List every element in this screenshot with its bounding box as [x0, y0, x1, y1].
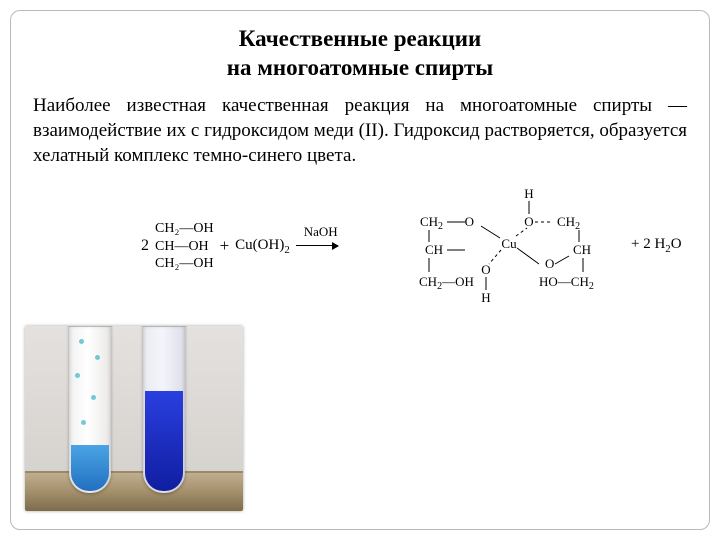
speck-icon [95, 355, 100, 360]
speck-icon [79, 339, 84, 344]
glycerol-line-2: CH—OH [155, 238, 209, 256]
glycerol-line-1: CH₂—OH [155, 220, 214, 238]
bottom-h: H [481, 290, 490, 305]
title-line-1: Качественные реакции [239, 26, 481, 51]
bottom-o: O [481, 262, 490, 277]
slide-frame: Качественные реакции на многоатомные спи… [10, 10, 710, 530]
right-o-mid: O [545, 256, 554, 271]
slide-title: Качественные реакции на многоатомные спи… [33, 25, 687, 83]
plus-sign-1: + [220, 236, 230, 256]
title-line-2: на многоатомные спирты [227, 55, 494, 80]
left-ch2-top: CH2 [420, 214, 443, 232]
photo-wall [25, 326, 243, 471]
glycerol-structure: CH₂—OH CH—OH CH₂—OH [155, 220, 214, 273]
arrow-icon [296, 245, 338, 246]
tube-rim [141, 326, 187, 327]
test-tube-right [143, 326, 185, 493]
speck-icon [91, 395, 96, 400]
left-ch-mid: CH [425, 242, 443, 257]
tube-rim [67, 326, 113, 327]
test-tube-left [69, 326, 111, 493]
test-tubes-photo [25, 326, 243, 511]
copper-hydroxide-formula: Cu(OH)2 [235, 237, 290, 256]
top-o: O [524, 214, 533, 229]
liquid-darkblue [145, 391, 183, 491]
reactants-group: 2 CH₂—OH CH—OH CH₂—OH + Cu(OH)2 NaOH [141, 220, 338, 273]
left-ch2oh: CH2—OH [419, 274, 474, 292]
coefficient-2: 2 [141, 237, 149, 255]
liquid-lightblue [71, 445, 109, 491]
body-paragraph: Наиболее известная качественная реакция … [33, 93, 687, 168]
condition-naoh: NaOH [304, 224, 338, 240]
left-o-top: O [465, 214, 474, 229]
right-hoch2: HO—CH2 [539, 274, 594, 292]
glycerol-line-3: CH₂—OH [155, 255, 214, 273]
top-h: H [524, 186, 533, 201]
chelate-complex-structure: Cu H O O H O CH2 [399, 186, 629, 316]
product-water: + 2 H2O [631, 236, 682, 255]
reaction-arrow-group: NaOH [296, 238, 338, 255]
right-ch-mid: CH [573, 242, 591, 257]
speck-icon [75, 373, 80, 378]
speck-icon [81, 420, 86, 425]
reaction-equation: 2 CH₂—OH CH—OH CH₂—OH + Cu(OH)2 NaOH Cu … [141, 186, 701, 316]
photo-shelf [25, 471, 243, 511]
right-ch2-top: CH2 [557, 214, 580, 232]
cu-label: Cu [501, 236, 517, 251]
